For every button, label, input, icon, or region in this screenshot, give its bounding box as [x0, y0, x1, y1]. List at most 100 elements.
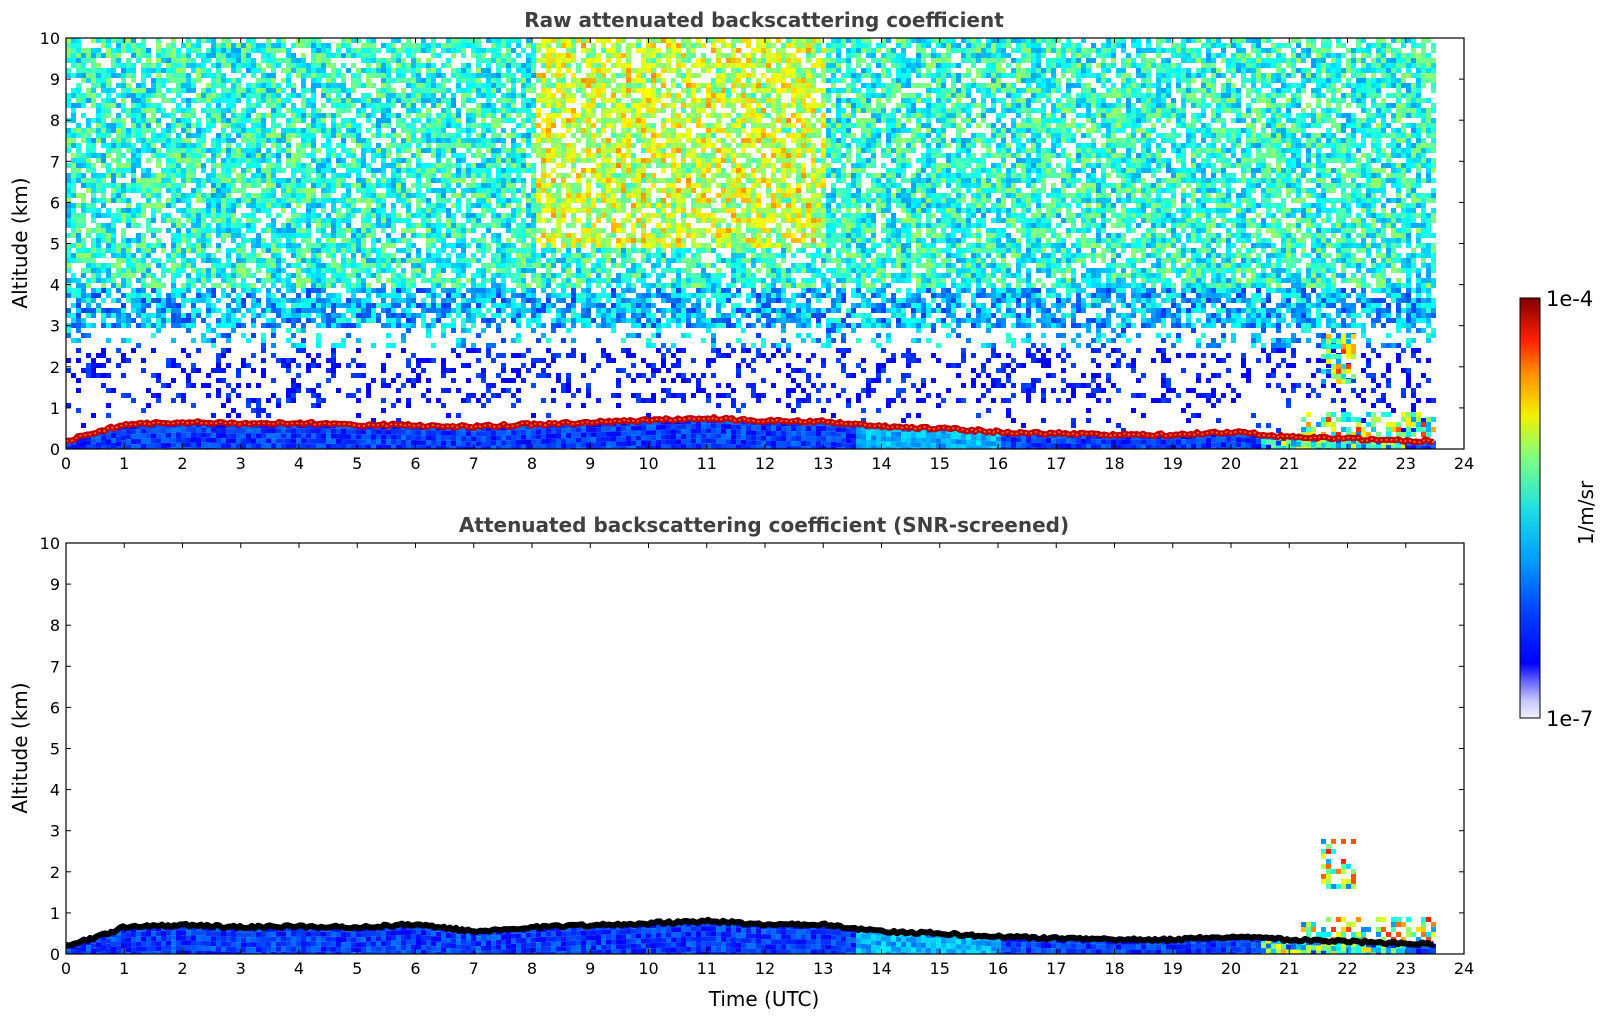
heatmap-cell-noise	[356, 113, 361, 118]
heatmap-cell-boundary	[516, 439, 521, 445]
heatmap-cell-noise	[466, 258, 471, 263]
heatmap-cell-noise	[481, 273, 486, 278]
heatmap-cell-noise	[441, 233, 446, 238]
heatmap-cell-noise	[146, 178, 151, 183]
heatmap-cell-noise	[176, 53, 181, 58]
heatmap-cell-noise	[86, 53, 91, 58]
heatmap-cell-noise	[131, 148, 136, 153]
heatmap-cell-noise	[461, 188, 466, 193]
heatmap-cell-noise	[401, 98, 406, 103]
heatmap-cell-noise	[116, 218, 121, 223]
heatmap-cell-noise	[346, 118, 351, 123]
heatmap-cell-noise	[81, 203, 86, 208]
heatmap-cell-noise	[366, 213, 371, 218]
heatmap-cell-noise	[311, 158, 316, 163]
heatmap-cell-boundary	[86, 435, 91, 441]
heatmap-cell-noise	[511, 248, 516, 253]
heatmap-cell-boundary	[201, 427, 206, 433]
heatmap-cell-noise	[461, 298, 466, 303]
heatmap-cell-noise	[476, 288, 481, 293]
heatmap-cell-noise	[441, 373, 446, 378]
heatmap-cell-noise	[146, 223, 151, 228]
heatmap-cell-noise	[486, 263, 491, 268]
heatmap-cell-noise	[236, 98, 241, 103]
heatmap-cell-noise	[131, 73, 136, 78]
heatmap-cell-boundary	[486, 440, 491, 446]
heatmap-cell-noise	[436, 293, 441, 298]
heatmap-cell-noise	[171, 273, 176, 278]
heatmap-cell-noise	[156, 148, 161, 153]
heatmap-cell-noise	[516, 93, 521, 98]
heatmap-cell-boundary	[486, 430, 491, 436]
heatmap-cell-noise	[416, 173, 421, 178]
heatmap-cell-noise	[341, 183, 346, 188]
heatmap-cell-noise	[316, 278, 321, 283]
heatmap-cell-noise	[251, 143, 256, 148]
heatmap-cell-noise	[231, 148, 236, 153]
heatmap-cell-noise	[456, 338, 461, 343]
heatmap-cell-noise	[436, 198, 441, 203]
heatmap-cell-noise	[491, 288, 496, 293]
heatmap-cell-noise	[481, 83, 486, 88]
heatmap-cell-noise	[81, 288, 86, 293]
heatmap-cell-noise	[146, 93, 151, 98]
heatmap-cell-noise	[166, 68, 171, 73]
heatmap-cell-noise	[511, 148, 516, 153]
heatmap-cell-noise	[71, 258, 76, 263]
heatmap-cell-noise	[166, 148, 171, 153]
heatmap-cell-noise	[216, 223, 221, 228]
heatmap-cell-noise	[416, 248, 421, 253]
heatmap-cell-noise	[301, 198, 306, 203]
heatmap-cell-boundary	[226, 433, 231, 439]
heatmap-cell-noise	[86, 283, 91, 288]
heatmap-cell-noise	[211, 293, 216, 298]
heatmap-cell-noise	[276, 103, 281, 108]
heatmap-cell-noise	[406, 143, 411, 148]
heatmap-cell-noise	[306, 68, 311, 73]
heatmap-cell-noise	[246, 228, 251, 233]
heatmap-cell-noise	[211, 368, 216, 373]
heatmap-cell-noise	[136, 293, 141, 298]
heatmap-cell-noise	[346, 278, 351, 283]
heatmap-cell-noise	[201, 198, 206, 203]
heatmap-cell-noise	[91, 178, 96, 183]
heatmap-cell-noise	[276, 403, 281, 408]
heatmap-cell-noise	[271, 308, 276, 313]
heatmap-cell-noise	[216, 308, 221, 313]
heatmap-cell-noise	[506, 98, 511, 103]
heatmap-cell-noise	[106, 243, 111, 248]
heatmap-cell-noise	[491, 138, 496, 143]
heatmap-cell-noise	[396, 198, 401, 203]
heatmap-cell-noise	[71, 93, 76, 98]
heatmap-cell-noise	[431, 188, 436, 193]
heatmap-cell-noise	[291, 193, 296, 198]
heatmap-cell-noise	[516, 333, 521, 338]
heatmap-cell-noise	[266, 398, 271, 403]
heatmap-cell-noise	[291, 173, 296, 178]
heatmap-cell-noise	[221, 178, 226, 183]
heatmap-cell-noise	[156, 373, 161, 378]
heatmap-cell-noise	[481, 188, 486, 193]
heatmap-cell-noise	[106, 278, 111, 283]
heatmap-cell-noise	[201, 153, 206, 158]
heatmap-cell-noise	[206, 323, 211, 328]
heatmap-cell-noise	[401, 238, 406, 243]
heatmap-cell-noise	[276, 248, 281, 253]
heatmap-cell-noise	[236, 88, 241, 93]
heatmap-cell-noise	[391, 113, 396, 118]
heatmap-cell-noise	[226, 348, 231, 353]
heatmap-cell-noise	[141, 213, 146, 218]
heatmap-cell-noise	[316, 253, 321, 258]
heatmap-cell-noise	[221, 38, 226, 43]
heatmap-cell-noise	[261, 203, 266, 208]
chart-title-raw: Raw attenuated backscattering coefficien…	[524, 8, 1004, 32]
heatmap-cell-noise	[246, 118, 251, 123]
heatmap-cell-noise	[96, 68, 101, 73]
heatmap-cell-boundary	[206, 432, 211, 438]
heatmap-cell-noise	[241, 333, 246, 338]
heatmap-cell-noise	[386, 263, 391, 268]
heatmap-cell-noise	[161, 168, 166, 173]
heatmap-cell-noise	[436, 228, 441, 233]
heatmap-cell-noise	[361, 68, 366, 73]
heatmap-cell-noise	[436, 193, 441, 198]
